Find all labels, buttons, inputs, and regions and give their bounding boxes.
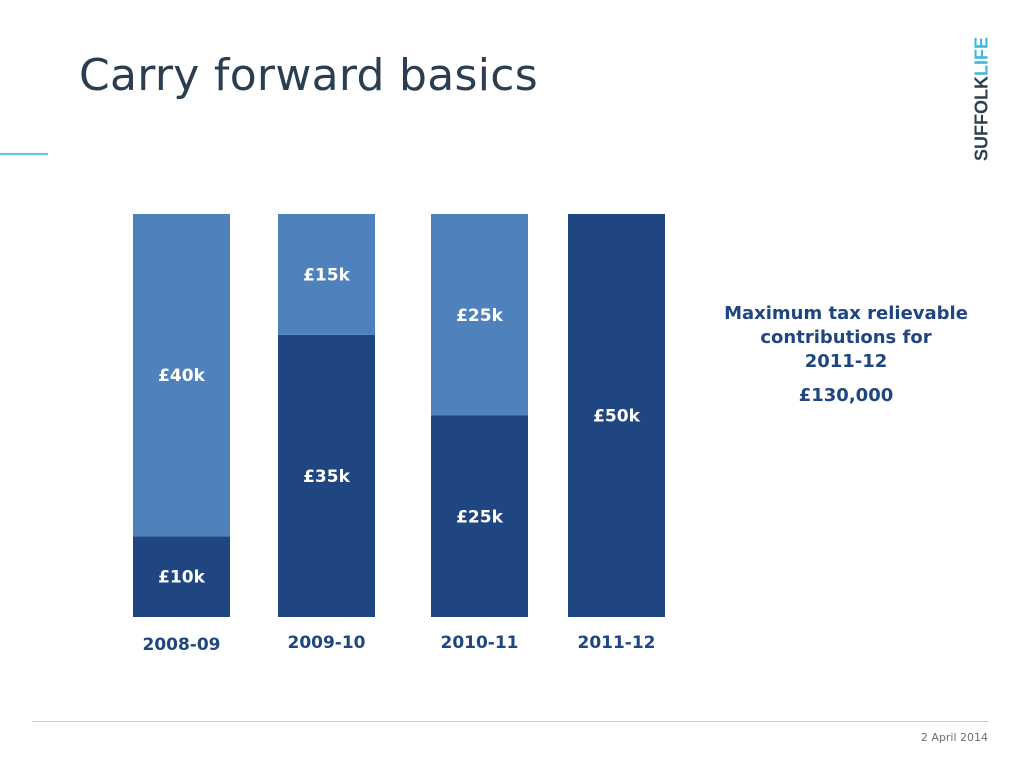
category-label-2011-12: 2011-12 (577, 633, 655, 653)
bar-segment-2010-11-carry (431, 214, 528, 416)
callout-line-3: 2011-12 (804, 351, 888, 372)
accent-rule (0, 153, 48, 155)
category-label-2009-10: 2009-10 (287, 633, 365, 653)
bar-segment-2008-09-carry (133, 214, 230, 537)
callout-amount: £130,000 (798, 385, 894, 406)
bar-label-2009-10-carry: £15k (303, 265, 350, 285)
bar-segment-2010-11-base (431, 415, 528, 617)
callout-line-1: Maximum tax relievable (724, 303, 968, 324)
bar-segment-2008-09-base (133, 536, 230, 617)
category-label-2010-11: 2010-11 (440, 633, 518, 653)
callout-line-2: contributions for (760, 327, 932, 348)
category-label-2008-09: 2008-09 (142, 635, 220, 655)
bar-label-2011-12-base: £50k (593, 407, 640, 427)
footer-rule (32, 721, 988, 722)
bar-label-2008-09-base: £10k (158, 568, 205, 588)
bar-label-2010-11-base: £25k (456, 507, 503, 527)
slide-title: Carry forward basics (79, 50, 538, 101)
footer-date: 2 April 2014 (920, 731, 988, 744)
bar-segment-2011-12-base (568, 214, 665, 617)
callout-box: Maximum tax relievable contributions for… (703, 302, 989, 408)
bar-label-2008-09-carry: £40k (158, 366, 205, 386)
bar-label-2009-10-base: £35k (303, 467, 350, 487)
bar-label-2010-11-carry: £25k (456, 306, 503, 326)
bar-segment-2009-10-base (278, 334, 375, 617)
bar-segment-2009-10-carry (278, 214, 375, 335)
